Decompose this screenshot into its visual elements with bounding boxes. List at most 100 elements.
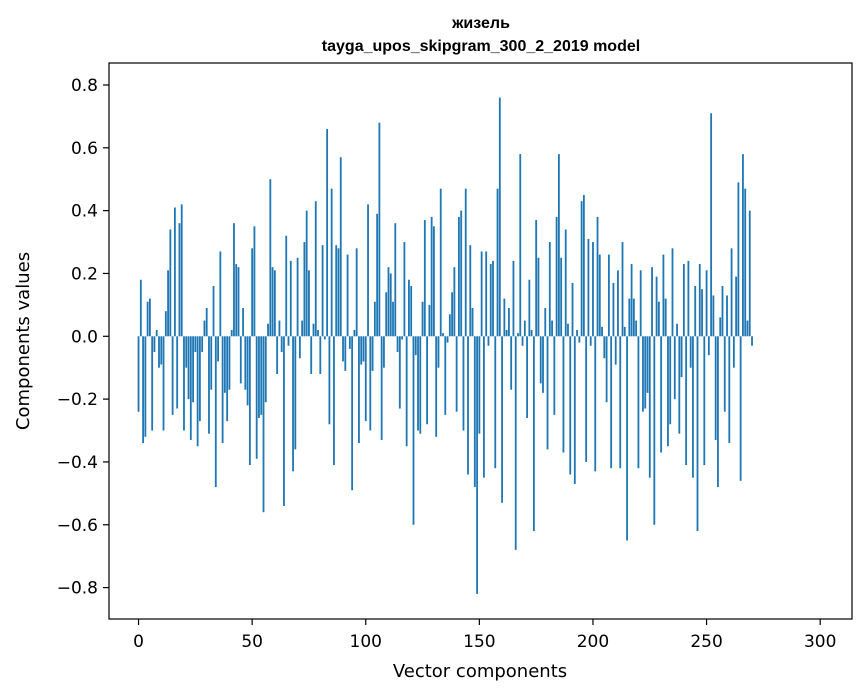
bar-116 — [401, 336, 404, 340]
bar-53 — [258, 336, 260, 418]
bar-66 — [287, 336, 290, 346]
bar-184 — [555, 216, 558, 337]
bar-228 — [655, 276, 658, 337]
bar-266 — [742, 154, 744, 337]
bar-118 — [405, 336, 408, 447]
y-tick-label: 0.0 — [71, 327, 98, 347]
bar-198 — [587, 238, 590, 337]
bar-4 — [146, 301, 149, 337]
bar-140 — [455, 336, 458, 412]
bar-26 — [196, 336, 199, 447]
bar-114 — [396, 336, 399, 352]
bar-90 — [342, 336, 344, 362]
bar-258 — [723, 336, 726, 412]
bar-129 — [430, 216, 433, 337]
bar-135 — [444, 336, 447, 415]
bar-237 — [676, 323, 678, 337]
bar-242 — [687, 260, 690, 337]
bar-241 — [685, 336, 688, 466]
bar-6 — [151, 336, 154, 431]
bar-73 — [303, 242, 306, 337]
bar-265 — [739, 336, 742, 481]
bar-55 — [262, 336, 265, 513]
bar-75 — [308, 270, 310, 337]
bar-201 — [594, 336, 597, 472]
bar-56 — [264, 336, 267, 403]
bar-69 — [294, 336, 297, 450]
bar-210 — [614, 336, 617, 365]
bar-7 — [153, 336, 156, 352]
bar-234 — [669, 336, 672, 425]
bar-263 — [735, 276, 738, 337]
bar-214 — [623, 326, 626, 337]
bar-15 — [171, 336, 174, 415]
chart-title: жизель — [451, 15, 510, 32]
bar-248 — [701, 289, 703, 337]
x-tick-label: 150 — [463, 632, 495, 652]
bar-30 — [205, 308, 208, 337]
bar-151 — [480, 251, 483, 337]
bar-146 — [469, 245, 472, 337]
bar-35 — [217, 336, 219, 362]
bar-162 — [505, 330, 508, 337]
bar-179 — [544, 308, 547, 337]
bar-107 — [380, 336, 383, 440]
bar-82 — [323, 336, 326, 340]
bar-96 — [355, 248, 358, 337]
bar-154 — [487, 336, 490, 346]
bar-192 — [573, 336, 576, 484]
bar-92 — [346, 254, 349, 337]
bar-89 — [339, 157, 342, 337]
bar-163 — [507, 308, 510, 337]
bar-181 — [548, 242, 551, 337]
bar-91 — [344, 336, 347, 371]
bar-269 — [748, 210, 751, 337]
bar-50 — [251, 248, 254, 337]
bar-224 — [646, 336, 649, 393]
bar-213 — [621, 242, 624, 337]
y-tick-label: −0.6 — [57, 516, 98, 536]
bar-149 — [476, 336, 478, 594]
y-tick-label: 0.8 — [71, 76, 98, 96]
y-tick-label: 0.2 — [71, 264, 98, 284]
bar-193 — [576, 330, 578, 337]
x-tick-label: 0 — [133, 632, 144, 652]
bar-11 — [162, 336, 165, 431]
bar-133 — [439, 188, 442, 337]
bar-257 — [721, 286, 724, 337]
bar-44 — [237, 267, 240, 337]
bar-13 — [167, 270, 169, 337]
bar-230 — [660, 336, 663, 453]
bar-165 — [512, 260, 515, 337]
bar-84 — [328, 336, 331, 425]
bar-229 — [657, 301, 660, 337]
bar-171 — [526, 336, 528, 418]
bar-208 — [610, 336, 613, 469]
bar-76 — [310, 336, 313, 374]
bar-249 — [703, 336, 706, 466]
bar-166 — [514, 336, 517, 550]
bar-51 — [253, 226, 256, 337]
bar-127 — [426, 336, 429, 425]
y-axis: −0.8 −0.6 −0.4 −0.2 0.0 0.2 0.4 0.6 0.8 — [57, 76, 109, 599]
bar-132 — [437, 336, 440, 368]
bar-169 — [521, 336, 524, 346]
bar-239 — [680, 336, 683, 378]
bar-256 — [719, 317, 722, 337]
bar-100 — [364, 336, 367, 422]
y-tick-label: −0.2 — [57, 390, 98, 410]
bar-170 — [523, 320, 526, 337]
bar-161 — [503, 298, 506, 337]
x-tick-label: 100 — [350, 632, 382, 652]
bar-99 — [362, 336, 365, 362]
bar-137 — [448, 314, 451, 337]
bar-177 — [539, 336, 542, 384]
bar-17 — [176, 336, 179, 409]
bar-8 — [155, 330, 158, 337]
bar-136 — [446, 336, 449, 343]
bar-1 — [139, 279, 142, 337]
bar-32 — [210, 336, 213, 390]
bar-41 — [230, 330, 233, 337]
